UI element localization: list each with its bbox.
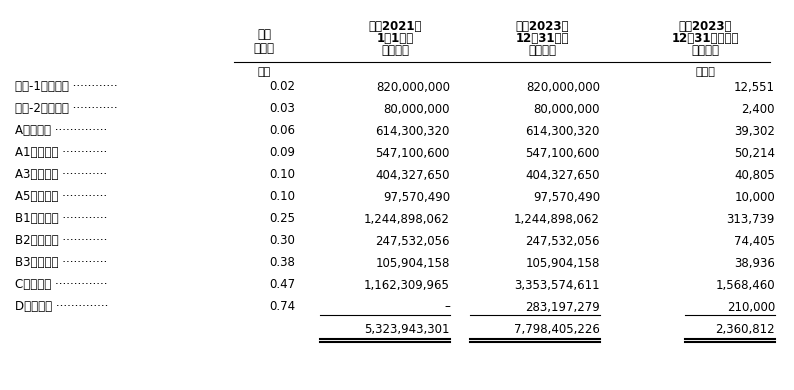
- Text: 0.25: 0.25: [269, 213, 295, 225]
- Text: 210,000: 210,000: [727, 301, 775, 314]
- Text: 38,936: 38,936: [734, 257, 775, 269]
- Text: 種子-2輪優先股 ············: 種子-2輪優先股 ············: [15, 103, 118, 115]
- Text: 40,805: 40,805: [734, 168, 775, 181]
- Text: A1輪優先股 ············: A1輪優先股 ············: [15, 147, 107, 160]
- Text: 2,360,812: 2,360,812: [715, 323, 775, 335]
- Text: 1,244,898,062: 1,244,898,062: [515, 213, 600, 225]
- Text: 0.03: 0.03: [269, 103, 295, 115]
- Text: A5輪優先股 ············: A5輪優先股 ············: [15, 190, 107, 204]
- Text: 404,327,650: 404,327,650: [526, 168, 600, 181]
- Text: 千美元: 千美元: [695, 67, 715, 77]
- Text: 39,302: 39,302: [734, 124, 775, 138]
- Text: 截至2021年: 截至2021年: [368, 21, 422, 34]
- Text: 404,327,650: 404,327,650: [376, 168, 450, 181]
- Text: 3,353,574,611: 3,353,574,611: [515, 278, 600, 291]
- Text: 0.02: 0.02: [269, 80, 295, 94]
- Text: 0.10: 0.10: [269, 168, 295, 181]
- Text: B3輪優先股 ············: B3輪優先股 ············: [15, 257, 107, 269]
- Text: 313,739: 313,739: [727, 213, 775, 225]
- Text: 5,323,943,301: 5,323,943,301: [364, 323, 450, 335]
- Text: D輪優先股 ··············: D輪優先股 ··············: [15, 301, 108, 314]
- Text: 0.74: 0.74: [269, 301, 295, 314]
- Text: 97,570,490: 97,570,490: [533, 190, 600, 204]
- Text: 種子-1輪優先股 ············: 種子-1輪優先股 ············: [15, 80, 118, 94]
- Text: 7,798,405,226: 7,798,405,226: [515, 323, 600, 335]
- Text: 283,197,279: 283,197,279: [526, 301, 600, 314]
- Text: 對價總額: 對價總額: [691, 44, 719, 57]
- Text: 247,532,056: 247,532,056: [376, 234, 450, 248]
- Text: 50,214: 50,214: [734, 147, 775, 160]
- Text: 820,000,000: 820,000,000: [376, 80, 450, 94]
- Text: B2輪優先股 ············: B2輪優先股 ············: [15, 234, 107, 248]
- Text: 12月31日的: 12月31日的: [516, 32, 569, 46]
- Text: 美元: 美元: [257, 67, 271, 77]
- Text: 1,244,898,062: 1,244,898,062: [364, 213, 450, 225]
- Text: 105,904,158: 105,904,158: [376, 257, 450, 269]
- Text: 247,532,056: 247,532,056: [526, 234, 600, 248]
- Text: 80,000,000: 80,000,000: [534, 103, 600, 115]
- Text: 105,904,158: 105,904,158: [526, 257, 600, 269]
- Text: 截至2023年: 截至2023年: [678, 21, 732, 34]
- Text: 1月1日的: 1月1日的: [376, 32, 414, 46]
- Text: A輪優先股 ··············: A輪優先股 ··············: [15, 124, 107, 138]
- Text: 每股: 每股: [257, 28, 271, 41]
- Text: 0.47: 0.47: [269, 278, 295, 291]
- Text: 0.09: 0.09: [269, 147, 295, 160]
- Text: 1,162,309,965: 1,162,309,965: [364, 278, 450, 291]
- Text: 股份數目: 股份數目: [381, 44, 409, 57]
- Text: 547,100,600: 547,100,600: [526, 147, 600, 160]
- Text: C輪優先股 ··············: C輪優先股 ··············: [15, 278, 107, 291]
- Text: 74,405: 74,405: [734, 234, 775, 248]
- Text: 股份數目: 股份數目: [529, 44, 557, 57]
- Text: 614,300,320: 614,300,320: [376, 124, 450, 138]
- Text: B1輪優先股 ············: B1輪優先股 ············: [15, 213, 107, 225]
- Text: 0.06: 0.06: [269, 124, 295, 138]
- Text: 2,400: 2,400: [742, 103, 775, 115]
- Text: 發行價: 發行價: [253, 41, 275, 55]
- Text: 820,000,000: 820,000,000: [526, 80, 600, 94]
- Text: 614,300,320: 614,300,320: [526, 124, 600, 138]
- Text: A3輪優先股 ············: A3輪優先股 ············: [15, 168, 107, 181]
- Text: 0.30: 0.30: [269, 234, 295, 248]
- Text: 80,000,000: 80,000,000: [384, 103, 450, 115]
- Text: –: –: [444, 301, 450, 314]
- Text: 547,100,600: 547,100,600: [376, 147, 450, 160]
- Text: 97,570,490: 97,570,490: [383, 190, 450, 204]
- Text: 截至2023年: 截至2023年: [516, 21, 569, 34]
- Text: 1,568,460: 1,568,460: [715, 278, 775, 291]
- Text: 0.10: 0.10: [269, 190, 295, 204]
- Text: 12月31日收取的: 12月31日收取的: [671, 32, 738, 46]
- Text: 0.38: 0.38: [269, 257, 295, 269]
- Text: 10,000: 10,000: [734, 190, 775, 204]
- Text: 12,551: 12,551: [734, 80, 775, 94]
